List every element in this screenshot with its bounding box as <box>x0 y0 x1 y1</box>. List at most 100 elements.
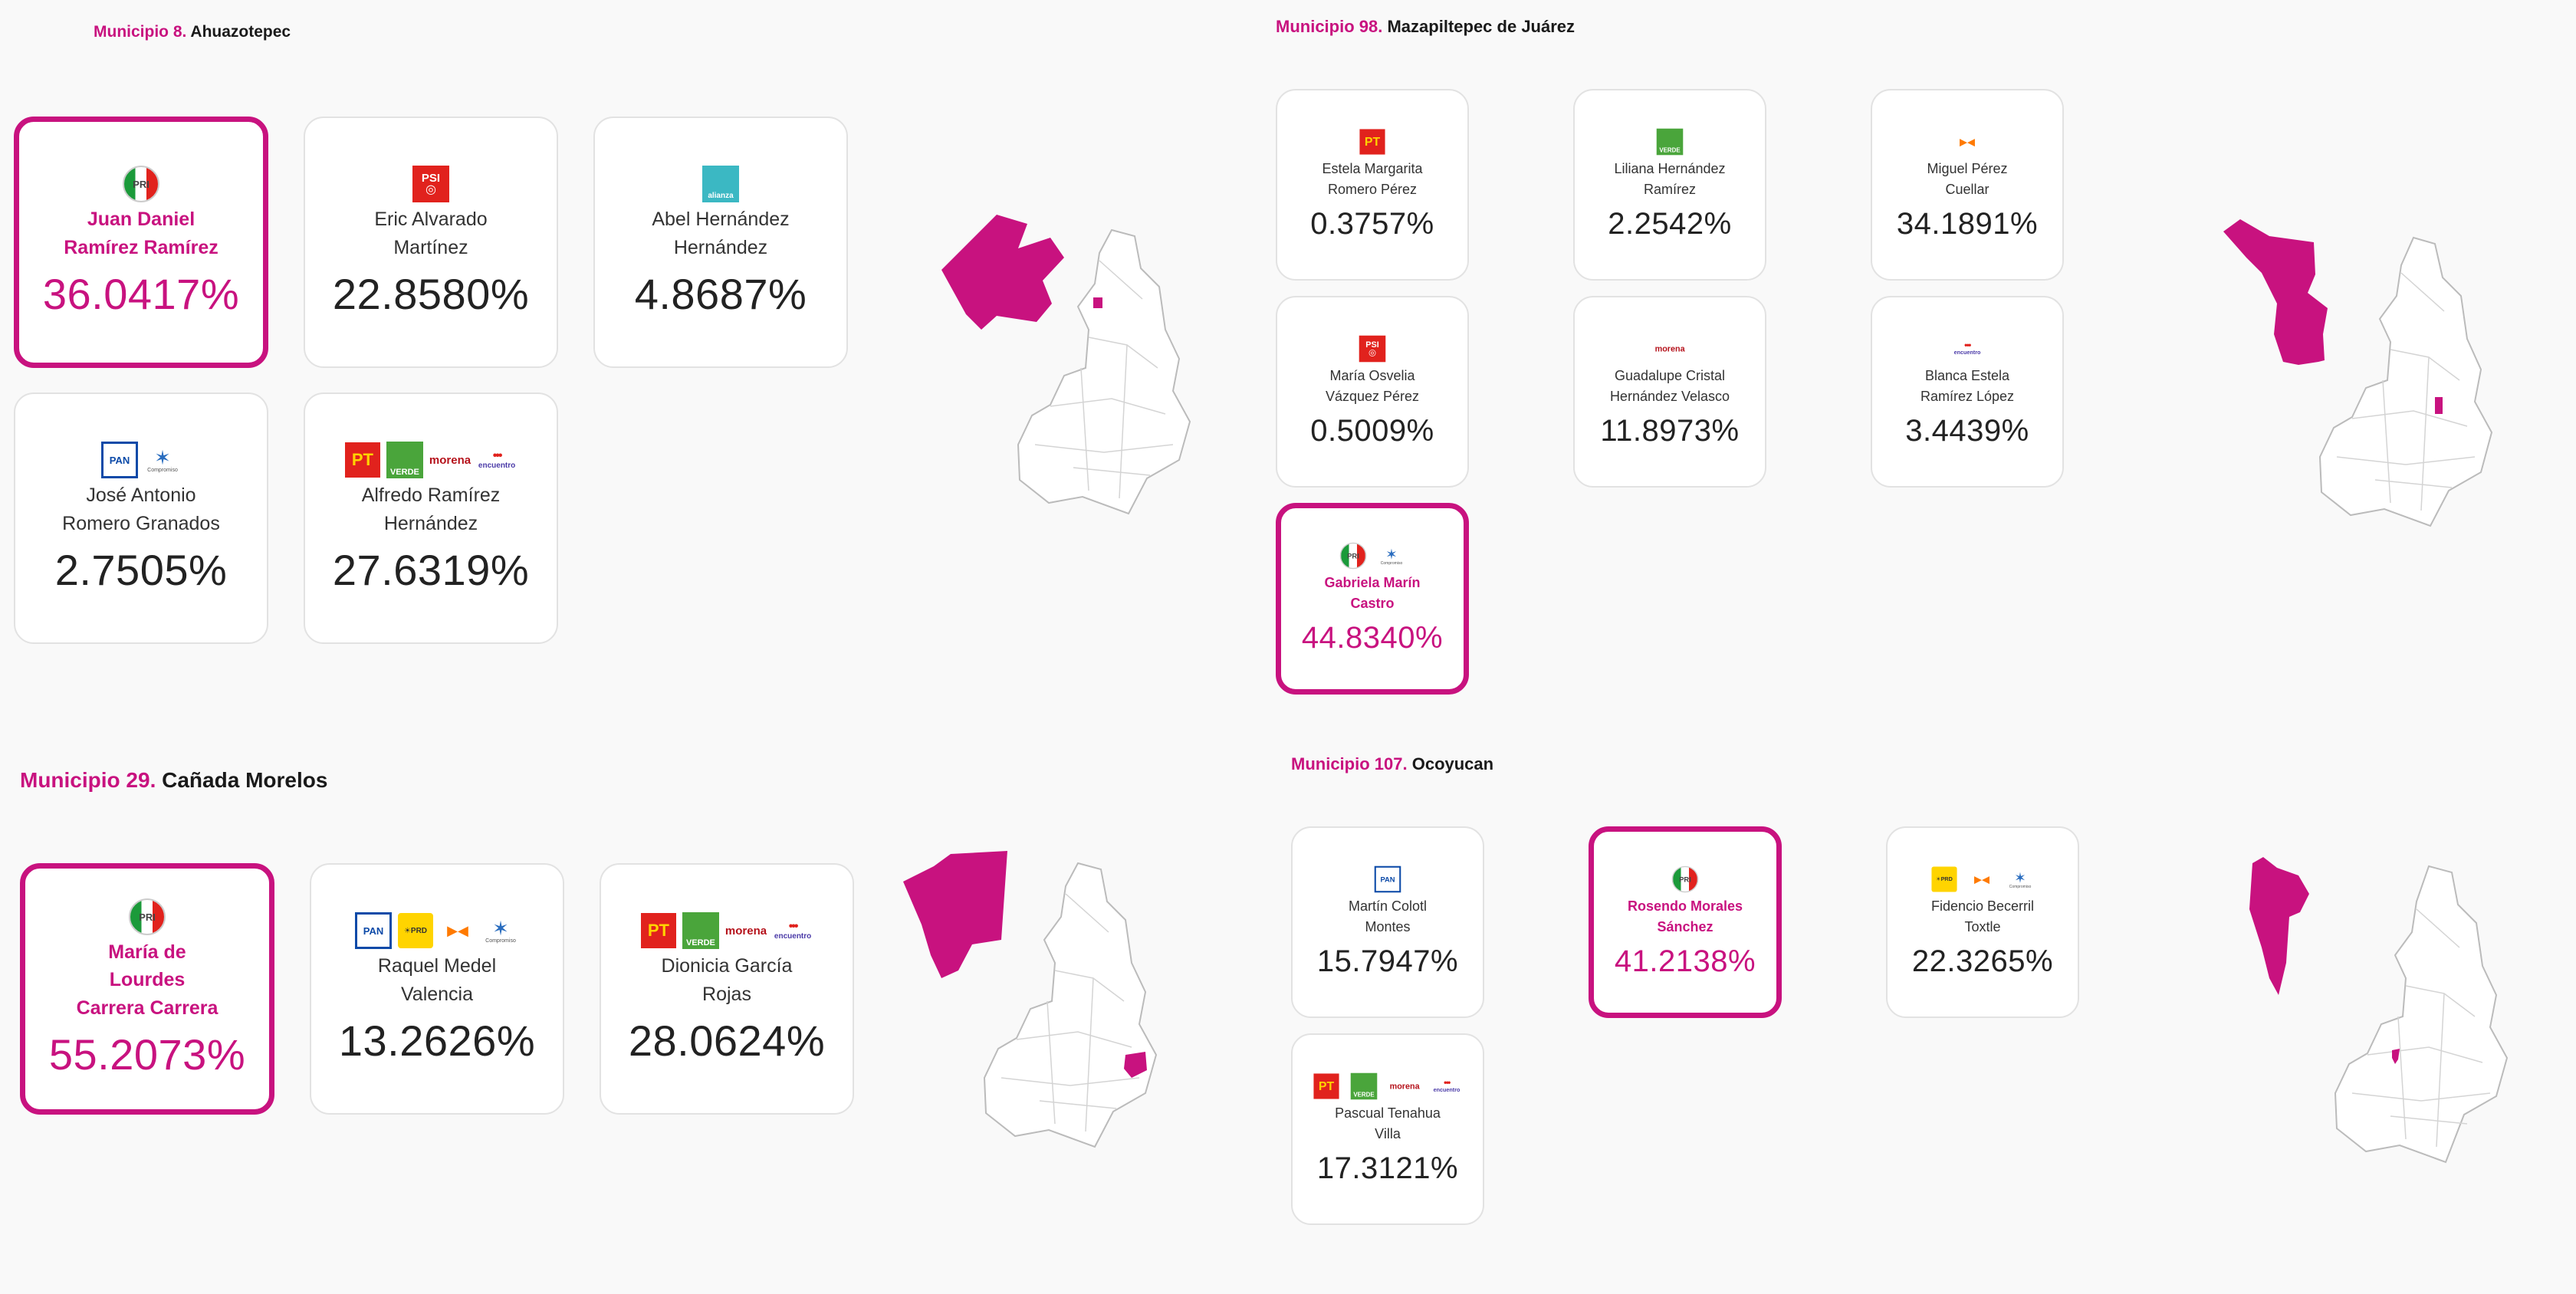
candidate-name: Estela Margarita Romero Pérez <box>1322 161 1423 197</box>
candidate-card[interactable]: ▶◀ Miguel Pérez Cuellar 34.1891% <box>1871 89 2064 281</box>
compromiso-logo-icon: ✶ Compromiso <box>2009 869 2032 889</box>
state-outline <box>983 862 1158 1148</box>
candidate-card[interactable]: PRI María de Lourdes Carrera Carrera 55.… <box>20 863 274 1115</box>
psi-logo-icon: PSI ◎ <box>1359 336 1386 363</box>
municipio-title: Municipio 98. Mazapiltepec de Juárez <box>1276 17 1575 37</box>
candidate-card[interactable]: PSI ◎ Eric Alvarado Martínez 22.8580% <box>304 117 558 368</box>
candidate-card[interactable]: PT VERDE morena ••• encuentro Dionicia Ga… <box>600 863 854 1115</box>
party-logos: PSI ◎ <box>412 166 449 203</box>
encuentro-logo-icon: ••• encuentro <box>774 920 812 941</box>
candidate-card[interactable]: PAN ☀PRD ▶◀ ✶ Compromiso Raquel Medel Val… <box>310 863 564 1115</box>
candidate-card[interactable]: VERDE Liliana Hernández Ramírez 2.2542% <box>1573 89 1766 281</box>
candidate-card[interactable]: PAN Martín Colotl Montes 15.7947% <box>1291 826 1484 1018</box>
verde-logo-icon: VERDE <box>386 442 423 479</box>
pt-logo-icon: PT <box>1313 1073 1339 1099</box>
vote-percentage: 22.3265% <box>1911 944 2054 978</box>
municipio-number: Municipio 98. <box>1276 17 1383 36</box>
municipio-name: Ocoyucan <box>1411 754 1494 773</box>
compromiso-logo-icon: ✶ Compromiso <box>147 445 178 473</box>
party-logos: PAN <box>1369 865 1406 893</box>
candidate-name: Blanca Estela Ramírez López <box>1920 368 2015 404</box>
movimiento-ciudadano-logo-icon: ▶◀ <box>1960 136 1975 148</box>
prd-logo-icon: ☀PRD <box>1931 866 1957 892</box>
candidate-name: Juan Daniel Ramírez Ramírez <box>64 209 219 258</box>
morena-logo-icon: morena <box>724 924 767 938</box>
candidate-name: María Osvelia Vázquez Pérez <box>1325 368 1420 404</box>
candidate-name: Alfredo Ramírez Hernández <box>361 484 501 534</box>
verde-logo-icon: VERDE <box>682 912 719 950</box>
vote-percentage: 11.8973% <box>1600 413 1740 448</box>
candidate-name: Gabriela Marín Castro <box>1324 575 1421 611</box>
municipio-number: Municipio 29. <box>20 768 156 792</box>
encuentro-logo-icon: ••• encuentro <box>1953 341 1981 356</box>
morena-logo-icon: morena <box>1654 344 1685 354</box>
candidate-name: Martín Colotl Montes <box>1348 898 1428 934</box>
verde-logo-icon: VERDE <box>1350 1073 1378 1100</box>
municipio-name: Cañada Morelos <box>162 768 328 792</box>
candidate-card[interactable]: morena Guadalupe Cristal Hernández Velas… <box>1573 296 1766 488</box>
municipio-highlight-dot <box>1124 1052 1147 1078</box>
party-logos: VERDE <box>1651 128 1688 156</box>
municipio-number: Municipio 107. <box>1291 754 1408 773</box>
candidate-card[interactable]: alianza Abel Hernández Hernández 4.8687% <box>593 117 848 368</box>
vote-percentage: 13.2626% <box>338 1016 536 1065</box>
vote-percentage: 0.3757% <box>1310 206 1434 241</box>
municipality-borders <box>2336 272 2476 511</box>
candidate-name: Rosendo Morales Sánchez <box>1627 898 1743 934</box>
party-logos: morena <box>1649 335 1691 363</box>
vote-percentage: 4.8687% <box>634 269 807 318</box>
candidate-name: José Antonio Romero Granados <box>62 484 220 534</box>
municipio-number: Municipio 8. <box>94 23 187 41</box>
candidate-card[interactable]: PAN ✶ Compromiso José Antonio Romero Gran… <box>14 392 268 644</box>
municipio-title: Municipio 8. Ahuazotepec <box>94 23 291 41</box>
state-outline <box>2318 236 2493 527</box>
municipio-highlight-shape <box>903 851 1007 978</box>
vote-percentage: 22.8580% <box>332 269 530 318</box>
candidate-card[interactable]: PRI ✶ Compromiso Gabriela Marín Castro 44… <box>1276 503 1469 695</box>
morena-logo-icon: morena <box>429 453 472 467</box>
municipio-name: Ahuazotepec <box>190 23 291 41</box>
party-logos: ☀PRD ▶◀ ✶ Compromiso <box>1927 865 2039 893</box>
compromiso-logo-icon: ✶ Compromiso <box>485 916 516 944</box>
candidate-name: Fidencio Becerril Toxtle <box>1930 898 2035 934</box>
municipio-highlight-shape <box>941 215 1064 330</box>
candidate-card[interactable]: PSI ◎ María Osvelia Vázquez Pérez 0.5009% <box>1276 296 1469 488</box>
pt-logo-icon: PT <box>344 442 380 478</box>
candidate-name: Raquel Medel Valencia <box>377 955 497 1005</box>
party-logos: PRI <box>1667 865 1704 893</box>
party-logos: PT <box>1355 128 1390 156</box>
vote-percentage: 41.2138% <box>1614 944 1756 978</box>
party-logos: PAN ☀PRD ▶◀ ✶ Compromiso <box>355 912 519 950</box>
candidate-card[interactable]: ☀PRD ▶◀ ✶ Compromiso Fidencio Becerril To… <box>1886 826 2079 1018</box>
candidate-name: Miguel Pérez Cuellar <box>1927 161 2008 197</box>
party-logos: PRI <box>129 898 166 936</box>
candidate-card[interactable]: PRI Juan Daniel Ramírez Ramírez 36.0417% <box>14 117 268 368</box>
candidate-card[interactable]: PT VERDE morena ••• encuentro Alfredo Ram… <box>304 392 558 644</box>
pri-logo-icon: PRI <box>129 898 166 936</box>
municipality-borders <box>1001 893 1140 1132</box>
candidate-card[interactable]: PRI Rosendo Morales Sánchez 41.2138% <box>1589 826 1782 1018</box>
vote-percentage: 44.8340% <box>1301 620 1444 655</box>
pt-logo-icon: PT <box>1359 129 1385 155</box>
candidate-card[interactable]: PT VERDE morena ••• encuentro Pascual Ten… <box>1291 1033 1484 1225</box>
candidate-card[interactable]: PT Estela Margarita Romero Pérez 0.3757% <box>1276 89 1469 281</box>
pan-logo-icon: PAN <box>355 912 392 950</box>
movimiento-ciudadano-logo-icon: ▶◀ <box>1974 873 1990 885</box>
party-logos: PRI ✶ Compromiso <box>1335 542 1410 570</box>
psi-logo-icon: PSI ◎ <box>412 166 449 203</box>
encuentro-logo-icon: ••• encuentro <box>478 449 516 471</box>
vote-percentage: 2.7505% <box>54 545 228 594</box>
pri-logo-icon: PRI <box>123 166 159 203</box>
municipality-borders <box>1034 260 1174 499</box>
vote-percentage: 36.0417% <box>42 269 240 318</box>
municipio-title: Municipio 107. Ocoyucan <box>1291 754 1493 774</box>
state-outline <box>2334 865 2509 1164</box>
vote-percentage: 17.3121% <box>1316 1151 1459 1185</box>
vote-percentage: 55.2073% <box>48 1030 246 1079</box>
party-logos: PT VERDE morena ••• encuentro <box>1309 1072 1467 1100</box>
candidate-name: Dionicia García Rojas <box>661 955 793 1005</box>
candidate-card[interactable]: ••• encuentro Blanca Estela Ramírez López… <box>1871 296 2064 488</box>
verde-logo-icon: VERDE <box>1656 129 1684 156</box>
pan-logo-icon: PAN <box>1374 866 1401 893</box>
candidate-name: Eric Alvarado Martínez <box>374 209 488 258</box>
